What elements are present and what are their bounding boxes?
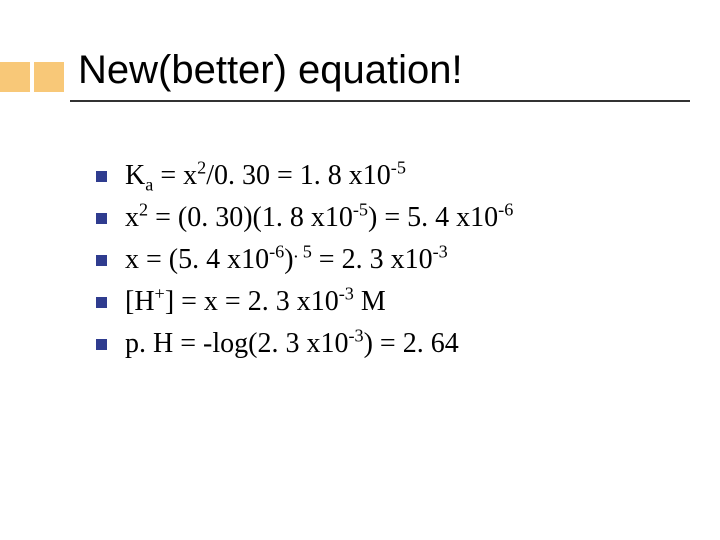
equation-line-4: [H+] = x = 2. 3 x10-3 M bbox=[125, 286, 386, 318]
list-item: x = (5. 4 x10-6). 5 = 2. 3 x10-3 bbox=[96, 244, 513, 276]
slide-title: New(better) equation! bbox=[78, 48, 463, 93]
title-underline bbox=[70, 100, 690, 102]
equation-line-3: x = (5. 4 x10-6). 5 = 2. 3 x10-3 bbox=[125, 244, 448, 276]
bullet-icon bbox=[96, 213, 107, 224]
bullet-icon bbox=[96, 171, 107, 182]
list-item: x2 = (0. 30)(1. 8 x10-5) = 5. 4 x10-6 bbox=[96, 202, 513, 234]
list-item: Ka = x2/0. 30 = 1. 8 x10-5 bbox=[96, 160, 513, 192]
bullet-icon bbox=[96, 255, 107, 266]
equation-line-1: Ka = x2/0. 30 = 1. 8 x10-5 bbox=[125, 160, 406, 192]
bullet-icon bbox=[96, 297, 107, 308]
accent-box-2 bbox=[34, 62, 64, 92]
list-item: p. H = -log(2. 3 x10-3) = 2. 64 bbox=[96, 328, 513, 360]
accent-box-1 bbox=[0, 62, 30, 92]
slide: New(better) equation! Ka = x2/0. 30 = 1.… bbox=[0, 0, 720, 540]
bullet-icon bbox=[96, 339, 107, 350]
equation-line-5: p. H = -log(2. 3 x10-3) = 2. 64 bbox=[125, 328, 459, 360]
title-wrap: New(better) equation! bbox=[78, 48, 463, 93]
list-item: [H+] = x = 2. 3 x10-3 M bbox=[96, 286, 513, 318]
equation-line-2: x2 = (0. 30)(1. 8 x10-5) = 5. 4 x10-6 bbox=[125, 202, 513, 234]
content-list: Ka = x2/0. 30 = 1. 8 x10-5 x2 = (0. 30)(… bbox=[96, 160, 513, 370]
